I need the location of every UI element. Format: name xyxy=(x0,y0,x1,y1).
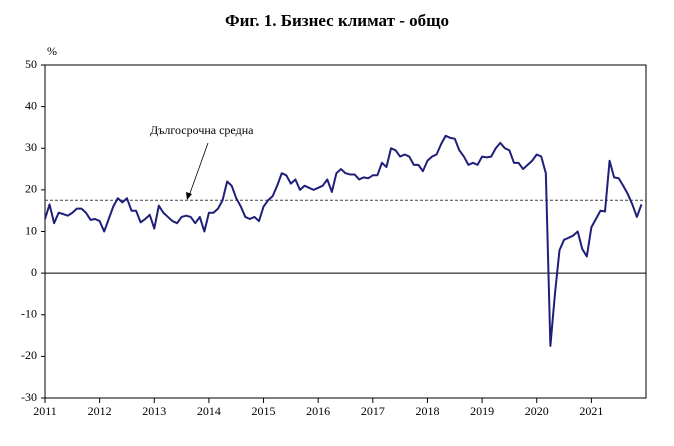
x-tick-label: 2018 xyxy=(415,404,439,418)
y-tick-label: -10 xyxy=(21,307,37,321)
y-axis-label: % xyxy=(47,44,57,58)
x-tick-label: 2015 xyxy=(252,404,276,418)
x-tick-label: 2012 xyxy=(88,404,112,418)
x-tick-label: 2019 xyxy=(470,404,494,418)
x-tick-label: 2016 xyxy=(306,404,330,418)
y-tick-label: -30 xyxy=(21,390,37,404)
y-tick-label: 0 xyxy=(31,265,37,279)
data-line xyxy=(44,134,643,347)
y-tick-label: 10 xyxy=(25,223,37,237)
x-tick-label: 2017 xyxy=(361,404,385,418)
y-tick-label: 40 xyxy=(25,98,37,112)
arrow-head xyxy=(186,192,192,200)
y-tick-label: 20 xyxy=(25,182,37,196)
y-tick-label: -20 xyxy=(21,348,37,362)
annotation-arrow xyxy=(188,142,209,197)
y-tick-label: 30 xyxy=(25,140,37,154)
reference-label: Дългосрочна средна xyxy=(150,123,254,137)
x-tick-label: 2011 xyxy=(33,404,57,418)
x-tick-label: 2020 xyxy=(525,404,549,418)
plot-frame xyxy=(44,64,647,399)
x-tick-label: 2013 xyxy=(142,404,166,418)
y-tick-label: 50 xyxy=(25,57,37,71)
x-tick-label: 2014 xyxy=(197,404,221,418)
chart-title: Фиг. 1. Бизнес климат - общо xyxy=(225,11,449,30)
x-tick-label: 2021 xyxy=(579,404,603,418)
